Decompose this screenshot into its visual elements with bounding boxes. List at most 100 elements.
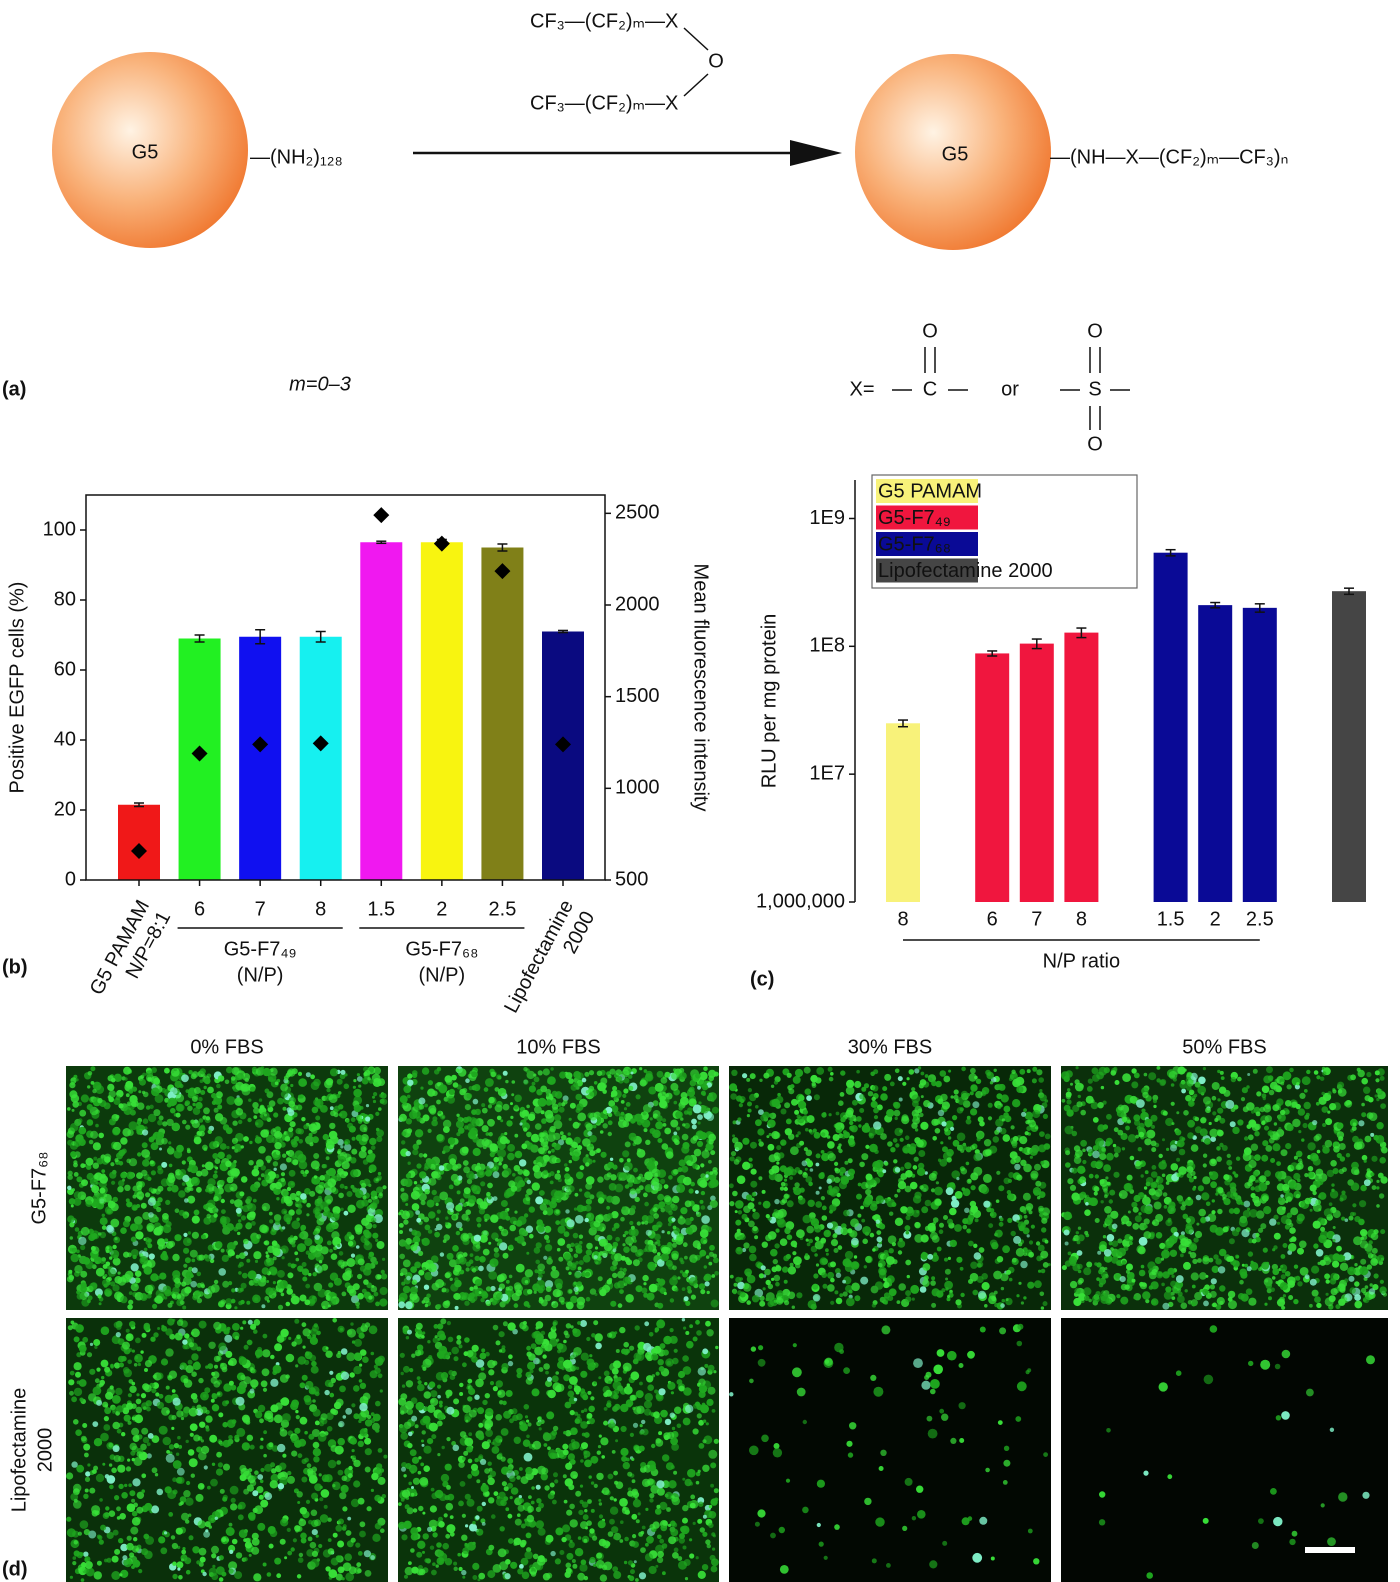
cell (612, 1260, 618, 1267)
cell (373, 1291, 379, 1297)
cell (966, 1178, 972, 1184)
cell (941, 1288, 946, 1293)
cell (1032, 1109, 1041, 1119)
cell (689, 1086, 695, 1093)
cell (243, 1238, 249, 1245)
cell (787, 1266, 797, 1275)
cell (632, 1259, 640, 1267)
cell (513, 1104, 519, 1110)
cell (172, 1253, 180, 1262)
cell (85, 1200, 93, 1207)
cell (372, 1099, 377, 1104)
cell (838, 1143, 842, 1147)
cell (772, 1258, 778, 1265)
cell (796, 1292, 803, 1299)
cell (312, 1272, 317, 1277)
cell (450, 1283, 459, 1292)
cell (886, 1256, 895, 1265)
cell (217, 1151, 225, 1160)
cell (157, 1185, 164, 1192)
cell (1032, 1187, 1042, 1196)
cell (340, 1145, 344, 1149)
cell (379, 1298, 388, 1307)
cell (601, 1250, 608, 1257)
cell (994, 1129, 1000, 1135)
cell (420, 1086, 424, 1090)
cell (585, 1123, 593, 1131)
cell (508, 1244, 514, 1250)
cell (949, 1207, 957, 1216)
cell (602, 1109, 608, 1114)
cell (619, 1289, 624, 1294)
cell (587, 1088, 593, 1093)
cell (905, 1215, 911, 1221)
cell (827, 1141, 835, 1149)
cell (876, 1230, 882, 1235)
y-tick-label: 20 (54, 798, 76, 820)
cell (459, 1227, 463, 1231)
cell (1001, 1118, 1006, 1122)
cell (191, 1231, 199, 1239)
cell (848, 1138, 855, 1145)
cell (968, 1073, 977, 1082)
cell (244, 1077, 249, 1083)
cell (1341, 1190, 1346, 1195)
cell (905, 1170, 913, 1178)
cell (959, 1107, 964, 1112)
x-tick-label: 8 (897, 908, 908, 930)
cell (146, 1223, 155, 1232)
cell (105, 1289, 109, 1293)
cell (934, 1128, 941, 1134)
cell (410, 1286, 418, 1295)
cell (1302, 1122, 1308, 1129)
cell (703, 1155, 707, 1159)
cell (325, 1156, 330, 1161)
cell (354, 1224, 363, 1233)
cell (893, 1109, 901, 1117)
cell (284, 1136, 291, 1142)
cell (114, 1158, 119, 1163)
cell (691, 1118, 697, 1125)
cell (620, 1255, 626, 1261)
cell (821, 1272, 828, 1278)
cell (1069, 1280, 1078, 1289)
cell (1309, 1208, 1313, 1212)
cell (368, 1255, 373, 1260)
cell (705, 1142, 714, 1151)
cell (185, 1124, 191, 1130)
cell (154, 1094, 164, 1103)
cell (416, 1163, 422, 1169)
cell (523, 1169, 530, 1177)
cell (585, 1182, 593, 1190)
cell (469, 1286, 474, 1292)
cell (644, 1244, 654, 1253)
error-bar (376, 540, 387, 545)
cell (207, 1086, 214, 1094)
cell (1341, 1216, 1346, 1221)
cell (108, 1090, 117, 1098)
cell (424, 1303, 429, 1308)
cell (528, 1206, 535, 1213)
cell (640, 1111, 649, 1120)
cell (526, 1188, 533, 1196)
cell (998, 1221, 1004, 1227)
cell (945, 1277, 949, 1281)
cell (104, 1274, 108, 1278)
cell (953, 1094, 959, 1100)
cell (309, 1142, 314, 1147)
cell (178, 1190, 186, 1198)
cell (157, 1165, 163, 1171)
cell (1170, 1280, 1177, 1288)
cell (1153, 1104, 1157, 1109)
cell (576, 1296, 586, 1306)
cell (378, 1107, 382, 1111)
cell (657, 1285, 664, 1292)
cell (107, 1226, 115, 1234)
cell (537, 1097, 547, 1107)
cell (622, 1093, 627, 1098)
cell (514, 1133, 519, 1138)
y-tick-label: 1E9 (809, 507, 845, 529)
cell (851, 1282, 860, 1292)
cell (519, 1122, 523, 1126)
cell (488, 1096, 495, 1104)
